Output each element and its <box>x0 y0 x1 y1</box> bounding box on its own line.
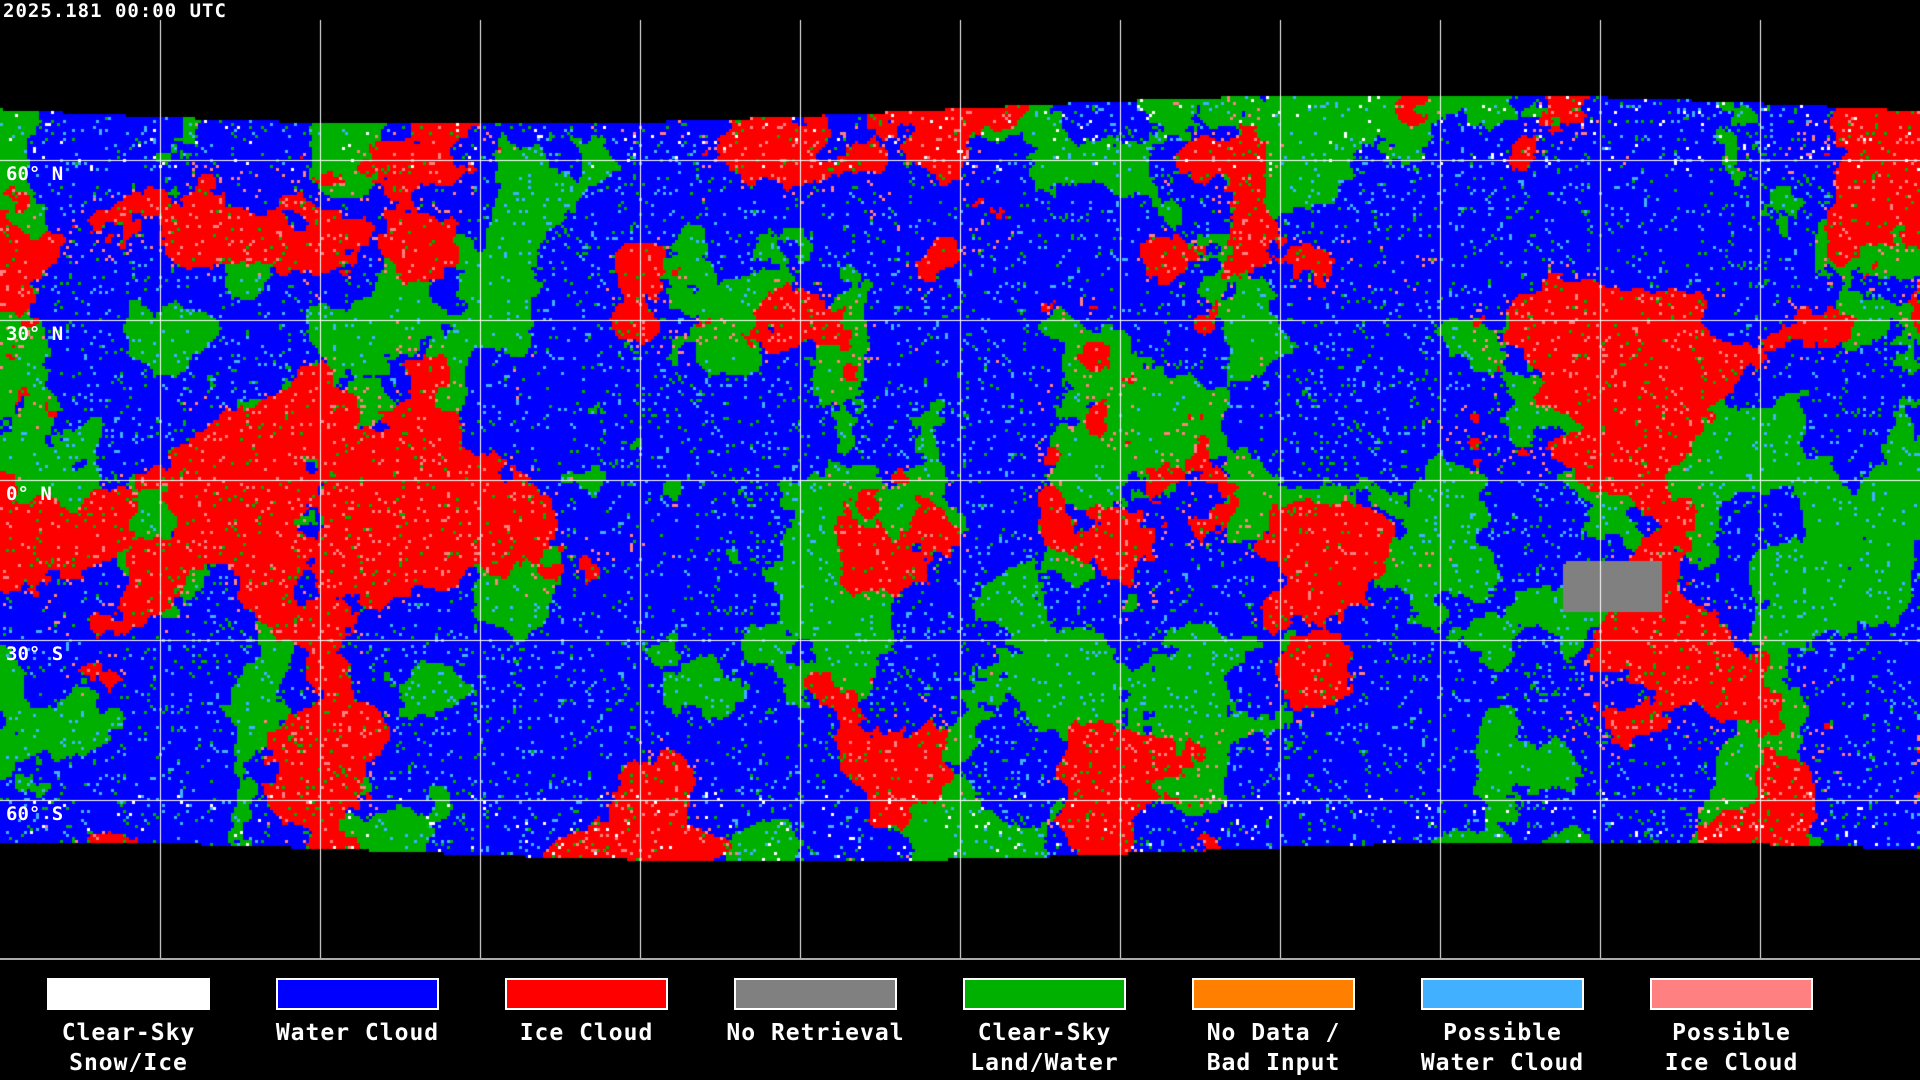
legend-swatch <box>1191 977 1356 1011</box>
legend-label: Clear-Sky Snow/Ice <box>61 1020 196 1076</box>
legend-item-no-data: No Data / Bad Input <box>1159 977 1388 1078</box>
legend-label: Ice Cloud <box>519 1020 654 1046</box>
legend-label: Possible Water Cloud <box>1420 1020 1585 1076</box>
legend-label: No Data / Bad Input <box>1206 1020 1341 1076</box>
legend-swatch <box>962 977 1127 1011</box>
timestamp: 2025.181 00:00 UTC <box>3 0 227 22</box>
legend: Clear-Sky Snow/Ice Water Cloud Ice Cloud… <box>0 977 1920 1080</box>
legend-label: No Retrieval <box>726 1020 905 1046</box>
legend-label: Water Cloud <box>275 1020 440 1046</box>
legend-item-water-cloud: Water Cloud <box>243 977 472 1048</box>
legend-item-clear-sky-snow-ice: Clear-Sky Snow/Ice <box>14 977 243 1078</box>
legend-swatch <box>46 977 211 1011</box>
cloud-phase-map: 2025.181 00:00 UTC 60° N 30° N 0° N 30° … <box>0 0 1920 960</box>
legend-label: Clear-Sky Land/Water <box>970 1020 1119 1076</box>
legend-item-ice-cloud: Ice Cloud <box>472 977 701 1048</box>
legend-swatch <box>1420 977 1585 1011</box>
legend-swatch <box>733 977 898 1011</box>
lat-label-0n: 0° N <box>6 483 52 505</box>
lat-label-60s: 60° S <box>6 803 64 825</box>
cloud-phase-raster <box>0 0 1920 958</box>
lat-label-60n: 60° N <box>6 163 64 185</box>
legend-item-possible-water-cloud: Possible Water Cloud <box>1388 977 1617 1078</box>
legend-item-possible-ice-cloud: Possible Ice Cloud <box>1617 977 1846 1078</box>
legend-item-clear-sky-land-water: Clear-Sky Land/Water <box>930 977 1159 1078</box>
legend-swatch <box>504 977 669 1011</box>
legend-label: Possible Ice Cloud <box>1664 1020 1799 1076</box>
lat-label-30s: 30° S <box>6 643 64 665</box>
legend-item-no-retrieval: No Retrieval <box>701 977 930 1048</box>
legend-swatch <box>275 977 440 1011</box>
lat-label-30n: 30° N <box>6 323 64 345</box>
legend-swatch <box>1649 977 1814 1011</box>
